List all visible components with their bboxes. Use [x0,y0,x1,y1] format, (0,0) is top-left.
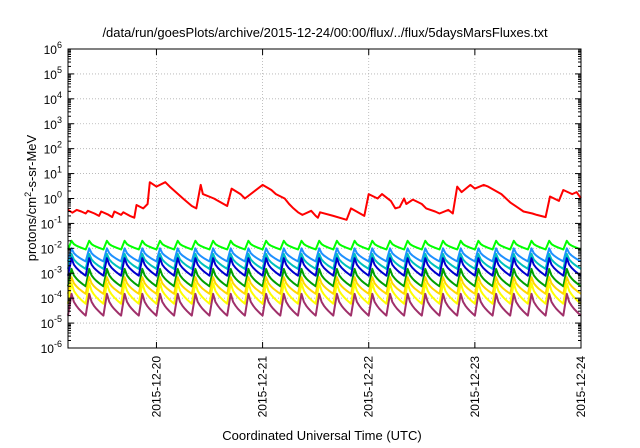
y-tick-label: 106 [44,40,62,57]
series-line-5 [67,267,582,288]
y-tick-label-base: 10 [41,292,55,306]
series-line-2 [67,247,582,263]
y-axis-label: protons/cm2-s-sr-MeV [23,134,39,261]
series-line-7 [67,282,582,305]
y-tick-label: 10-3 [41,264,62,281]
y-tick-label-exp: 5 [57,65,62,75]
y-tick-label-exp: 3 [57,115,62,125]
y-tick-label-base: 10 [41,242,55,256]
y-tick-label-exp: 2 [57,140,62,150]
y-tick-label-base: 10 [44,193,58,207]
y-tick-label-base: 10 [41,267,55,281]
y-tick-label: 104 [44,90,62,107]
x-axis-label: Coordinated Universal Time (UTC) [222,428,421,443]
y-axis-label-rest: -s-sr-MeV [24,134,39,191]
x-tick-label: 2015-12-23 [468,356,482,418]
y-tick-label-exp: -6 [54,339,62,349]
y-tick-label-exp: -4 [54,289,62,299]
x-tick-label: 2015-12-21 [256,356,270,418]
y-tick-label-exp: -3 [54,264,62,274]
y-tick-label: 101 [44,165,62,182]
series-line-8 [67,292,582,317]
data-series [67,181,582,317]
x-tick-label: 2015-12-20 [149,356,163,418]
y-axis-ticks: 10-610-510-410-310-210-11001011021031041… [41,40,581,356]
series-line-6 [67,276,582,295]
y-tick-label: 103 [44,115,62,132]
series-line-1 [67,239,582,251]
y-tick-label-base: 10 [44,93,58,107]
y-tick-label-base: 10 [44,168,58,182]
series-line-4 [67,257,582,277]
x-tick-label: 2015-12-24 [574,356,588,418]
y-tick-label-base: 10 [44,143,58,157]
y-tick-label-base: 10 [41,317,55,331]
y-axis-label-base: protons/cm [24,197,39,261]
y-tick-label-exp: 6 [57,40,62,50]
y-tick-label-base: 10 [44,43,58,57]
y-tick-label-exp: 4 [57,90,62,100]
y-tick-label-base: 10 [44,118,58,132]
y-tick-label: 10-5 [41,314,62,331]
series-line-0 [67,181,582,221]
x-tick-label: 2015-12-22 [362,356,376,418]
y-tick-label: 100 [44,190,62,207]
y-tick-label: 10-2 [41,239,62,256]
y-tick-label-base: 10 [44,68,58,82]
y-axis-label-sup: 2 [23,192,33,197]
series-line-3 [67,252,582,270]
y-tick-label-base: 10 [41,342,55,356]
y-tick-label: 10-6 [41,339,62,356]
y-tick-label: 105 [44,65,62,82]
y-tick-label-base: 10 [41,217,55,231]
y-tick-label-exp: -1 [54,214,62,224]
y-tick-label: 102 [44,140,62,157]
y-tick-label-exp: -2 [54,239,62,249]
y-tick-label: 10-4 [41,289,62,306]
chart-title: /data/run/goesPlots/archive/2015-12-24/0… [102,25,548,40]
y-tick-label: 10-1 [41,214,62,231]
y-tick-label-exp: -5 [54,314,62,324]
x-axis-ticks: 2015-12-20 2015-12-21 2015-12-22 2015-12-23… [149,49,588,417]
y-tick-label-exp: 1 [57,165,62,175]
y-tick-label-exp: 0 [57,190,62,200]
